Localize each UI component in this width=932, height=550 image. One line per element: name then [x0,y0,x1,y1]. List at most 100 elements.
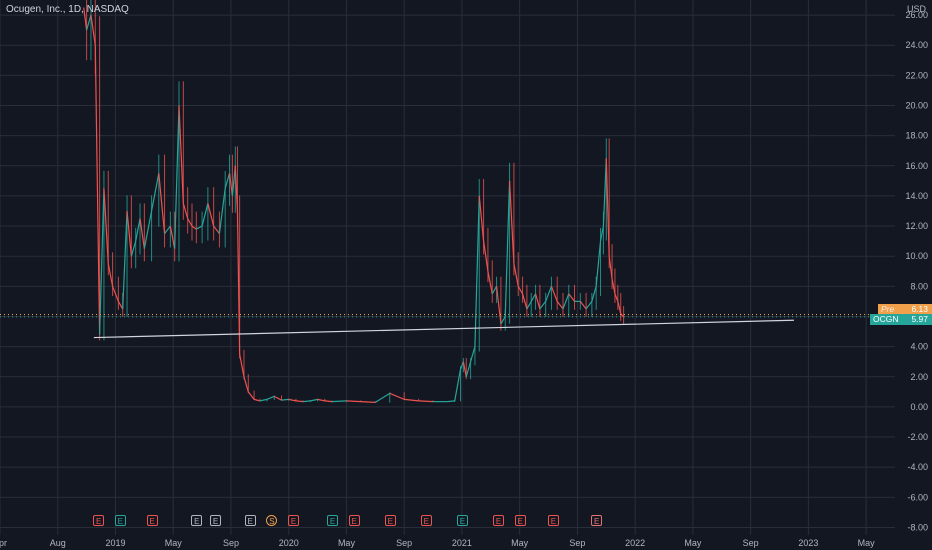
earnings-event-marker[interactable]: E [384,515,396,526]
y-tick-label: -2.00 [907,432,928,442]
price-segment [389,392,405,400]
price-segment [465,361,472,377]
x-axis-ticks: Apr Aug 2019 May Sep 2020 May Sep 2021 May Sep 2022… [0,538,875,548]
x-tick-label: Aug [50,538,66,548]
price-segment [117,301,124,310]
price-segment [201,203,209,227]
price-segment [135,218,141,242]
symbol-label: OCGN [873,314,899,324]
price-segment [310,398,318,402]
y-tick-label: 0.00 [910,402,928,412]
y-tick-label: 16.00 [905,161,928,171]
price-segment [556,301,564,310]
price-segment [491,286,498,295]
y-tick-label: -8.00 [907,522,928,532]
price-segment [281,398,289,401]
price-segment [526,301,532,310]
price-segment [487,271,493,294]
price-segment [595,241,602,287]
price-segment [375,392,391,403]
price-segment [178,105,184,204]
earnings-event-marker[interactable]: E [348,515,360,526]
y-tick-label: 26.00 [905,10,928,20]
price-segment [474,195,480,347]
price-segment [107,263,114,287]
price-segment [550,286,558,302]
earnings-event-marker[interactable]: E [114,515,126,526]
price-segment [513,263,519,287]
y-tick-label: 14.00 [905,191,928,201]
earnings-event-marker[interactable]: E [514,515,526,526]
earnings-event-marker[interactable]: E [456,515,468,526]
y-tick-label: 22.00 [905,70,928,80]
price-segment [404,398,419,402]
price-segment [521,293,528,310]
price-segment [324,400,333,403]
earnings-event-marker[interactable]: E [210,515,222,526]
x-tick-label: Sep [396,538,412,548]
price-segment [562,293,570,310]
x-tick-label: 2021 [452,538,472,548]
y-tick-label: 10.00 [905,251,928,261]
price-segment [295,400,304,403]
y-axis-ticks: 26.00 24.00 22.00 20.00 18.00 16.00 14.00 12.00… [905,10,928,532]
price-segment [191,225,197,230]
price-segment [94,45,101,335]
y-tick-label: -6.00 [907,492,928,502]
last-price-tag: OCGN 5.97 [870,314,932,325]
price-segment [500,316,506,325]
split-event-marker[interactable]: S [266,515,278,526]
price-segment [239,354,245,377]
price-segment [139,218,145,249]
trendline[interactable] [93,319,794,339]
x-tick-label: Sep [569,538,585,548]
price-segment [253,398,260,402]
earnings-event-marker[interactable]: E [420,515,432,526]
y-tick-label: -4.00 [907,462,928,472]
price-segment [585,301,593,310]
x-tick-label: 2023 [798,538,818,548]
price-segment [90,14,96,46]
price-segment [517,286,524,295]
price-segment [579,301,587,310]
price-segment [346,400,361,403]
price-segment [360,401,376,403]
price-segment [508,180,515,264]
price-segment [187,218,193,227]
price-segment [303,400,311,403]
price-segment [243,376,249,392]
earnings-event-marker[interactable]: E [288,515,300,526]
price-segment [158,173,166,234]
price-segment [591,286,597,302]
chart-title: Ocugen, Inc., 1D, NASDAQ [6,4,129,15]
price-segment [213,225,220,234]
earnings-event-marker[interactable]: E [244,515,256,526]
price-segment [207,203,215,227]
earnings-event-marker[interactable]: E [493,515,505,526]
price-segment [164,225,171,234]
axis-unit-label: USD [906,4,926,14]
price-segment [478,195,485,242]
y-tick-label: 12.00 [905,221,928,231]
earnings-event-marker[interactable]: E [93,515,105,526]
x-tick-label: 2022 [625,538,645,548]
price-segment [266,395,275,400]
earnings-event-marker[interactable]: E [547,515,559,526]
price-segment [196,225,203,230]
price-segment [247,391,255,400]
earnings-event-marker[interactable]: E [327,515,339,526]
price-segment [447,400,455,403]
price-segment [103,188,109,264]
x-tick-label: May [165,538,183,548]
earnings-event-marker[interactable]: E [591,515,603,526]
price-segment [112,286,119,302]
price-segment [218,188,226,234]
earnings-event-marker[interactable]: E [191,515,203,526]
price-segment [224,173,231,189]
x-tick-label: Apr [0,538,7,548]
pre-market-label: Pre [881,304,895,314]
earnings-event-marker[interactable]: E [146,515,158,526]
price-segment [174,105,180,249]
x-tick-label: Sep [223,538,239,548]
